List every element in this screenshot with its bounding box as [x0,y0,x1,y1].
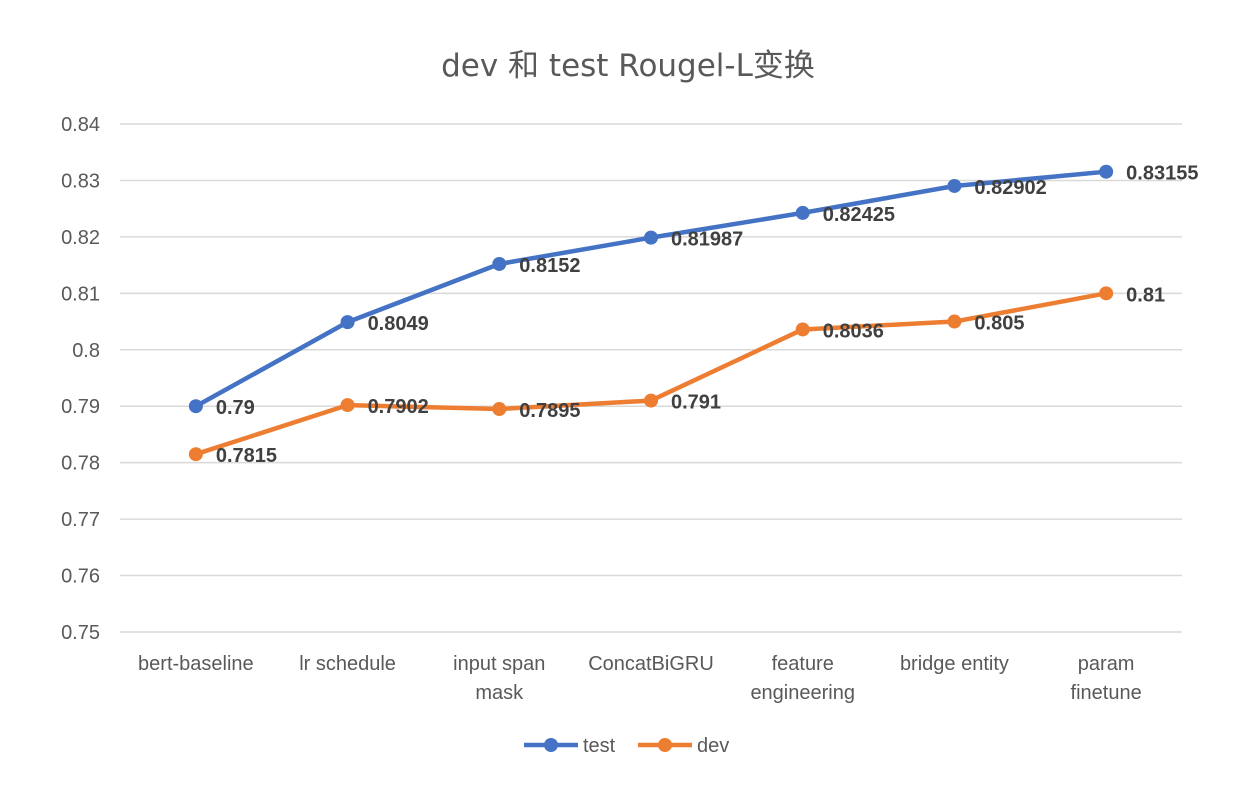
x-tick-label: lr schedule [299,653,396,675]
data-point-test [340,315,355,330]
legend-label: dev [697,735,729,757]
data-label-test: 0.81987 [671,229,743,251]
x-tick-label-line: lr schedule [299,653,396,675]
data-label-test: 0.8152 [519,255,580,277]
y-tick-label: 0.81 [61,283,100,305]
data-label-test: 0.83155 [1126,163,1198,185]
x-tick-label: input span mask [453,653,545,704]
x-tick-label-line: mask [475,682,524,704]
data-point-test [492,256,507,271]
y-tick-label: 0.75 [61,622,100,644]
data-point-dev [1099,286,1114,301]
data-label-dev: 0.7895 [519,400,580,422]
gridlines [120,123,1182,633]
data-point-test [1099,164,1114,179]
x-tick-label-line: feature [772,653,834,675]
x-tick-label-line: engineering [750,682,855,704]
data-label-test: 0.79 [216,397,255,419]
x-tick-label-line: bridge entity [900,653,1009,675]
data-label-test: 0.8049 [368,313,429,335]
legend-swatch-marker [544,738,558,752]
series-line-dev [193,291,1109,457]
y-tick-label: 0.84 [61,114,100,136]
data-point-dev [188,447,203,462]
y-tick-label: 0.82 [61,227,100,249]
x-tick-label: ConcatBiGRU [588,653,714,675]
x-tick-label: bert-baseline [138,653,254,675]
data-point-test [188,399,203,414]
data-point-test [947,178,962,193]
data-label-dev: 0.7902 [368,396,429,418]
x-tick-label-line: input span [453,653,545,675]
data-label-dev: 0.7815 [216,445,277,467]
y-tick-label: 0.76 [61,566,100,588]
x-tick-label: feature engineering [750,653,855,704]
y-tick-label: 0.8 [72,340,100,362]
data-label-test: 0.82902 [974,177,1046,199]
y-tick-label: 0.77 [61,509,100,531]
x-tick-label-line: ConcatBiGRU [588,653,714,675]
x-axis-ticks: bert-baseline lr schedule input span mask Co… [138,653,1142,704]
series-line-test [193,169,1109,409]
data-label-dev: 0.8036 [823,320,884,342]
legend-item-test: test [524,735,616,757]
data-labels: 0.79 0.8049 0.8152 0.81987 0.82425 0.82902 0.8… [216,163,1199,468]
data-point-test [644,230,658,245]
x-tick-label: param finetune [1071,653,1142,704]
legend-label: test [583,735,616,757]
data-point-dev [947,314,962,329]
chart-title: dev 和 test Rougel-L变换 [441,48,815,84]
series-dev [188,286,1114,462]
data-label-dev: 0.81 [1126,284,1165,306]
data-label-dev: 0.805 [974,313,1024,335]
x-tick-label-line: finetune [1071,682,1142,704]
x-tick-label: bridge entity [900,653,1009,675]
y-tick-label: 0.78 [61,453,100,475]
x-tick-label-line: bert-baseline [138,653,254,675]
x-tick-label-line: param [1078,653,1135,675]
data-label-dev: 0.791 [671,392,721,414]
legend: test dev [524,735,729,757]
data-point-dev [644,393,658,408]
data-point-dev [795,322,810,337]
data-point-dev [492,402,507,417]
series-lines [188,164,1114,462]
legend-item-dev: dev [638,735,729,757]
y-tick-label: 0.79 [61,396,100,418]
data-point-dev [340,398,355,413]
y-tick-label: 0.83 [61,170,100,192]
data-point-test [795,205,810,220]
legend-swatch-marker [658,738,672,752]
y-axis-ticks: 0.75 0.76 0.77 0.78 0.79 0.8 0.81 0.82 0.83 0.84 [61,114,100,644]
series-test [188,164,1114,414]
data-label-test: 0.82425 [823,204,895,226]
